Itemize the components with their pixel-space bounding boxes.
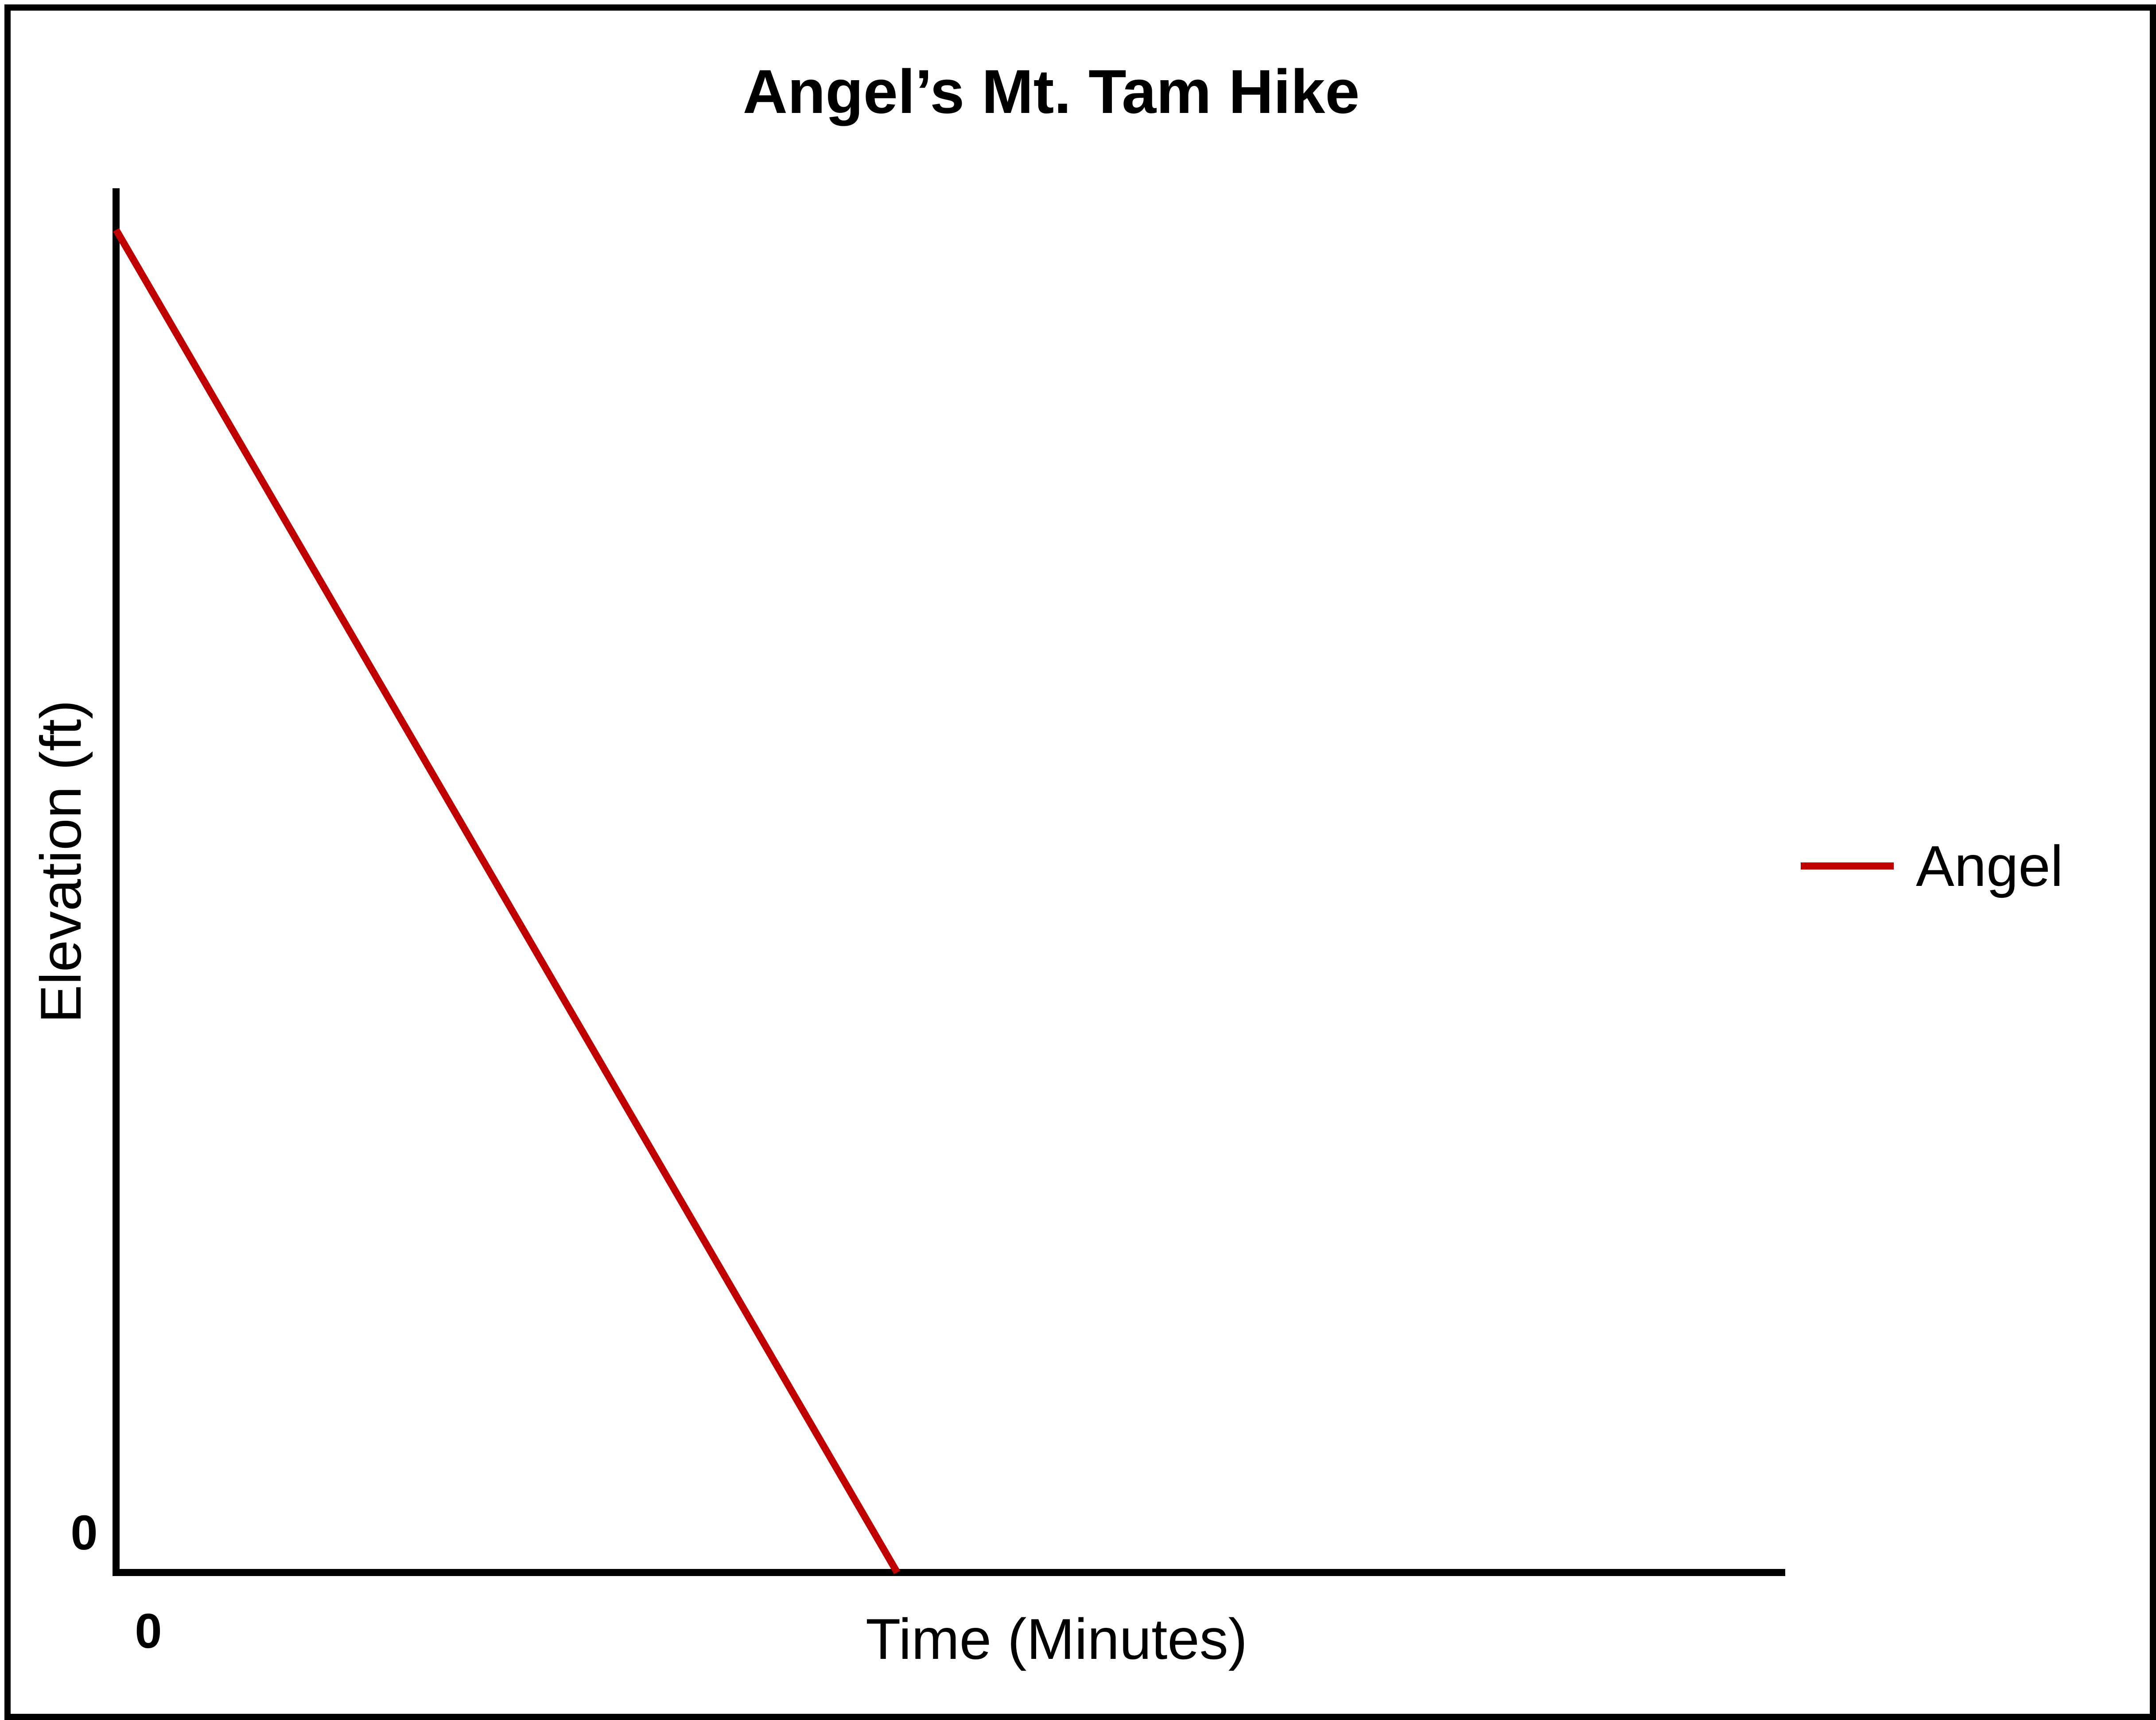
chart-title: Angel’s Mt. Tam Hike — [743, 57, 1360, 126]
y-tick-label: 0 — [70, 1506, 97, 1560]
series-layer — [113, 228, 901, 1575]
x-tick-label: 0 — [135, 1604, 162, 1658]
legend: Angel — [1801, 834, 2063, 898]
legend-label-angel: Angel — [1916, 834, 2063, 898]
chart-frame — [4, 4, 2156, 1720]
y-axis-label: Elevation (ft) — [28, 700, 93, 1023]
series-line-angel — [113, 228, 901, 1575]
x-axis-label: Time (Minutes) — [866, 1607, 1247, 1671]
